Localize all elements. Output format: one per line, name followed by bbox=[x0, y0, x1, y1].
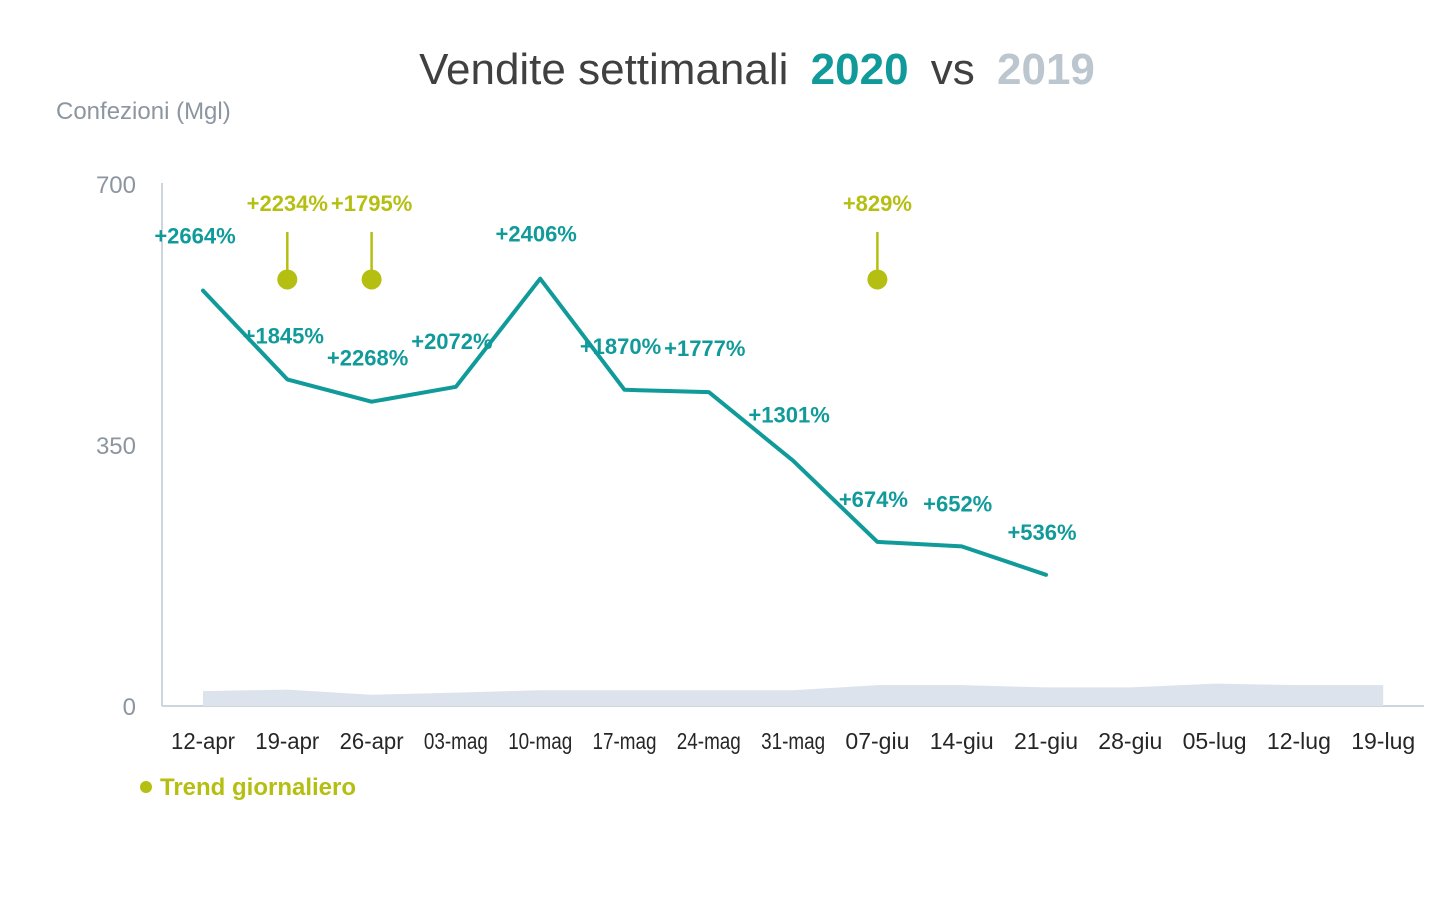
data-label-2020: +2072% bbox=[411, 329, 492, 354]
x-tick-label: 19-apr bbox=[255, 728, 319, 754]
data-label-2020: +1870% bbox=[580, 334, 661, 359]
x-tick-label: 12-lug bbox=[1267, 728, 1331, 754]
x-tick-label: 17-mag bbox=[593, 728, 657, 754]
title-vs: vs bbox=[931, 45, 975, 94]
x-tick-label: 05-lug bbox=[1183, 728, 1247, 754]
trend-annotations: +2234% +1795% +829% bbox=[247, 191, 912, 290]
data-label-2020: +1845% bbox=[243, 323, 324, 348]
x-tick-label: 19-lug bbox=[1351, 728, 1415, 754]
series-2019-area bbox=[203, 683, 1384, 706]
trend-label: +1795% bbox=[331, 191, 412, 216]
x-tick-label: 21-giu bbox=[1014, 728, 1078, 754]
y-tick-label: 0 bbox=[123, 694, 136, 721]
data-label-2020: +652% bbox=[923, 491, 992, 516]
x-tick-label: 14-giu bbox=[930, 728, 994, 754]
series-2020-line bbox=[201, 276, 1048, 577]
x-tick-labels: 12-apr 19-apr 26-apr 03-mag 10-mag 17-mag 24-m… bbox=[171, 728, 1415, 754]
series-2020-line-group bbox=[201, 276, 1048, 577]
data-label-2020: +2406% bbox=[496, 222, 577, 247]
trend-marker bbox=[277, 269, 298, 290]
trend-label: +829% bbox=[843, 191, 912, 216]
x-tick-label: 31-mag bbox=[761, 728, 825, 754]
trend-label: +2234% bbox=[247, 191, 328, 216]
series-2019-area-group bbox=[203, 683, 1384, 706]
data-label-2020: +2268% bbox=[327, 346, 408, 371]
legend-marker-trend bbox=[140, 781, 152, 793]
y-axis-label: Confezioni (Mgl) bbox=[56, 98, 231, 125]
y-tick-label: 700 bbox=[96, 172, 136, 199]
x-tick-label: 03-mag bbox=[424, 728, 488, 754]
y-tick-labels: 700 350 0 bbox=[96, 172, 136, 721]
chart-title: Vendite settimanali 2020 vs 2019 bbox=[419, 45, 1095, 94]
title-year-2020: 2020 bbox=[811, 45, 909, 94]
x-tick-label: 24-mag bbox=[677, 728, 741, 754]
data-label-2020: +2664% bbox=[154, 224, 235, 249]
trend-marker bbox=[361, 269, 382, 290]
data-label-2020: +1301% bbox=[748, 403, 829, 428]
title-main: Vendite settimanali bbox=[419, 45, 788, 94]
x-tick-label: 07-giu bbox=[845, 728, 909, 754]
data-labels: +2664% +1845%+2268%+2072% +2406% +1870% +177… bbox=[154, 222, 1076, 545]
x-tick-label: 10-mag bbox=[508, 728, 572, 754]
legend: Trend giornaliero bbox=[140, 774, 356, 801]
y-tick-label: 350 bbox=[96, 433, 136, 460]
data-label-2020: +674% bbox=[839, 487, 908, 512]
data-label-2020: +536% bbox=[1007, 520, 1076, 545]
title-year-2019: 2019 bbox=[997, 45, 1095, 94]
x-tick-label: 28-giu bbox=[1098, 728, 1162, 754]
x-tick-label: 26-apr bbox=[340, 728, 404, 754]
trend-marker bbox=[867, 269, 888, 290]
data-label-2020: +1777% bbox=[664, 336, 745, 361]
x-tick-label: 12-apr bbox=[171, 728, 235, 754]
legend-label-trend: Trend giornaliero bbox=[160, 774, 356, 801]
